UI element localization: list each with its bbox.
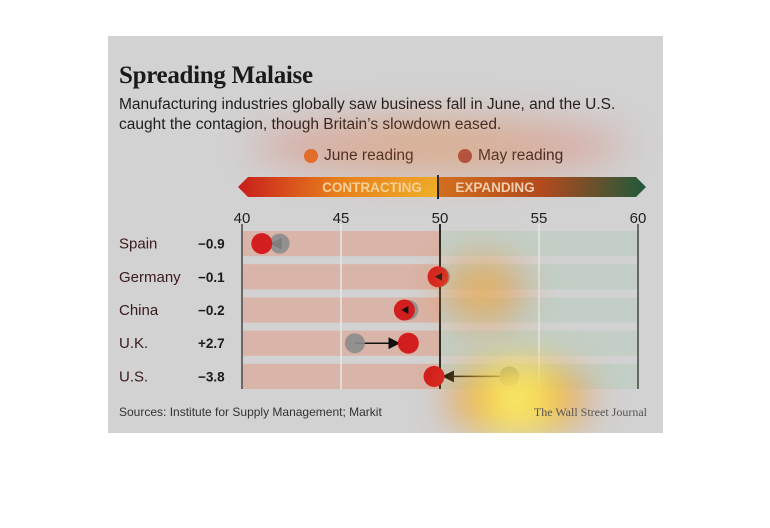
x-tick-label: 60 [630,210,647,227]
chart-title: Spreading Malaise [119,62,313,89]
june-point [397,332,419,354]
x-tick-label: 40 [234,210,251,227]
row-label: U.S. [119,368,148,385]
change-arrow [401,306,409,314]
chart-card: Spreading Malaise Manufacturing industri… [108,36,663,433]
chart-plot: CONTRACTING EXPANDING 40 45 50 55 60 Spain −0… [119,175,647,389]
may-point [269,233,290,254]
row-change: −0.2 [198,303,225,318]
row-change: −0.9 [198,237,225,252]
x-axis-ticks: 40 45 50 55 60 [234,210,647,227]
credit-note: The Wall Street Journal [533,405,647,419]
legend-may: May reading [458,147,563,165]
expanding-label: EXPANDING [455,180,534,195]
contracting-expanding-banner: CONTRACTING EXPANDING [238,175,646,199]
legend-june: June reading [304,147,414,165]
may-dot-icon [458,149,472,163]
row-label: Spain [119,236,157,253]
row-label: Germany [119,269,181,286]
legend-june-label: June reading [324,147,414,164]
legend-may-label: May reading [478,147,564,164]
x-tick-label: 50 [432,210,449,227]
row-change: −0.1 [198,270,225,285]
june-point [423,365,445,387]
june-point [251,233,273,255]
source-note: Sources: Institute for Supply Management… [119,405,382,419]
row-label: China [119,302,159,319]
row-label: U.K. [119,335,148,352]
row-change: +2.7 [198,336,225,351]
june-dot-icon [304,149,318,163]
row-change: −3.8 [198,369,225,384]
row-labels: Spain −0.9 Germany −0.1 China −0.2 U.K. +2.7 U.S… [119,236,225,386]
gridlines [241,224,639,389]
may-point [499,366,520,387]
x-tick-label: 45 [333,210,350,227]
may-point [344,333,365,354]
expanding-band [438,177,646,197]
contracting-label: CONTRACTING [322,180,422,195]
chart-subtitle: Manufacturing industries globally saw bu… [119,96,616,133]
contracting-band [238,177,438,197]
x-tick-label: 55 [531,210,548,227]
